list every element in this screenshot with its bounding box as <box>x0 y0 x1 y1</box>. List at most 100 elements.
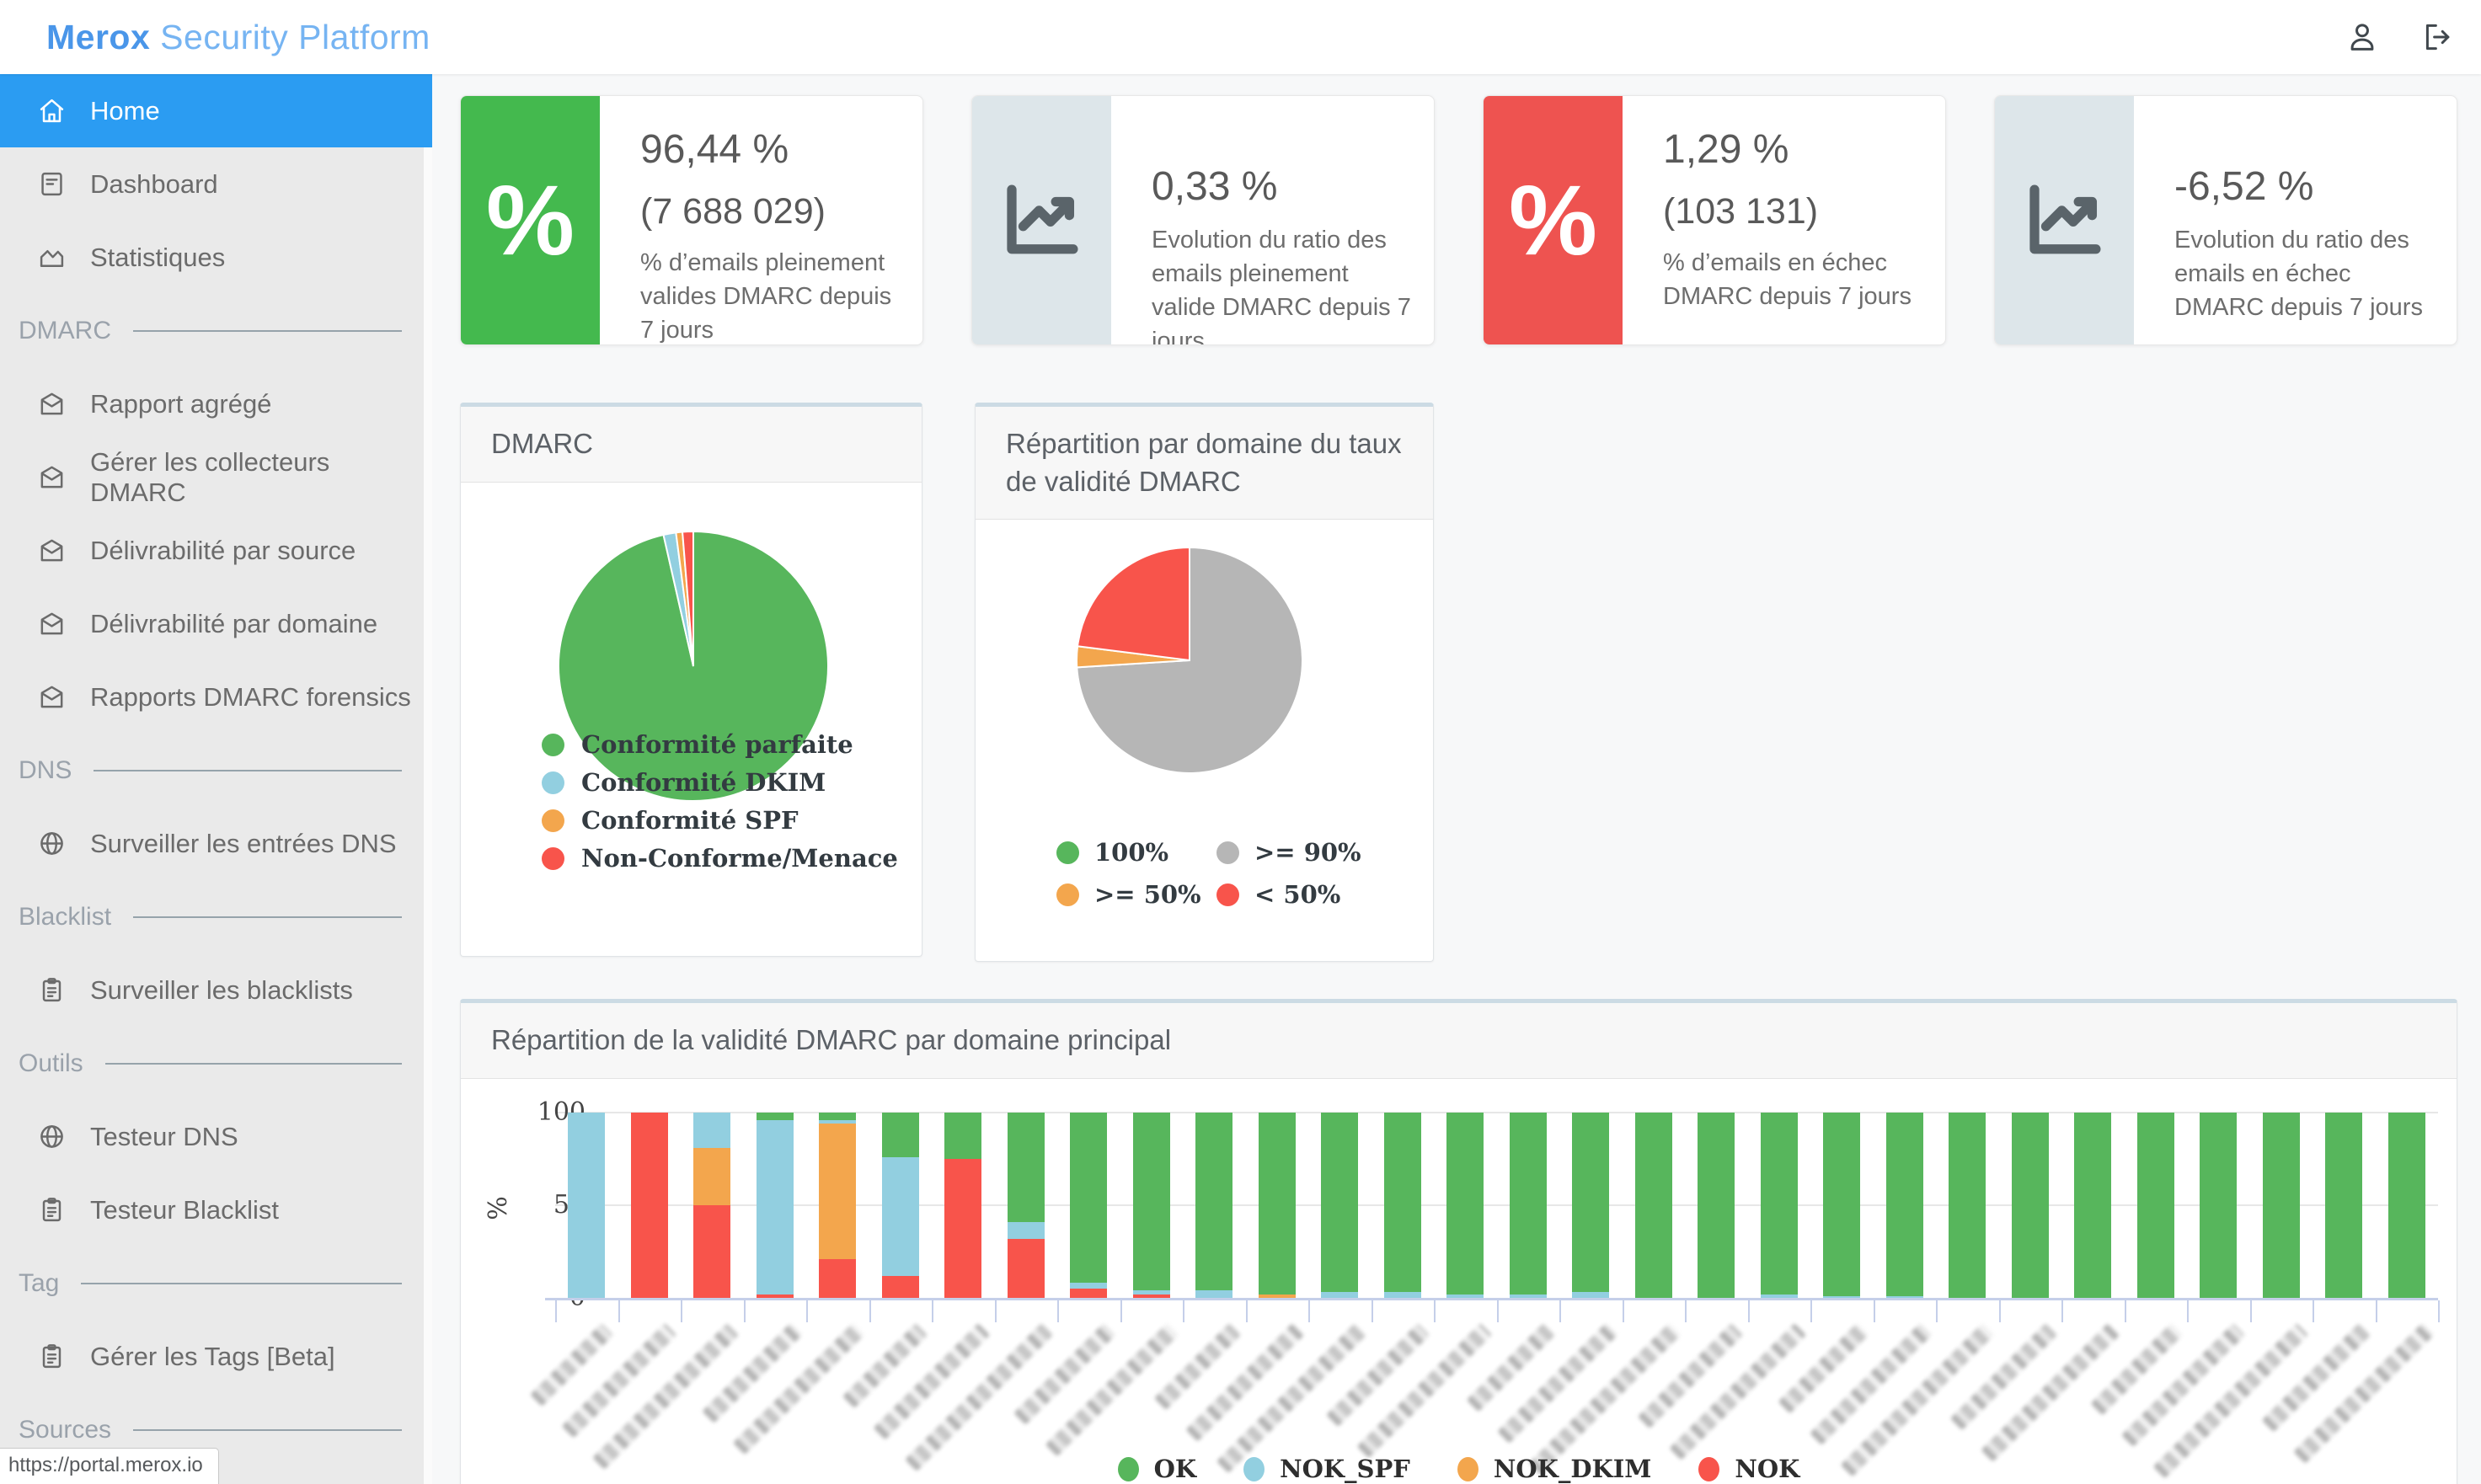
bar-segment-ok <box>1823 1113 1861 1296</box>
legend-item-conformite-dkim[interactable]: Conformité DKIM <box>542 768 898 797</box>
legend-item-non-conforme-menace[interactable]: Non-Conforme/Menace <box>542 844 898 873</box>
mail-icon <box>37 682 67 712</box>
legend-label: Conformité SPF <box>581 806 799 835</box>
bar-segment-nok-dkim <box>1258 1294 1296 1298</box>
axis-tick <box>806 1300 808 1322</box>
kpi-value: 96,44 % <box>640 127 789 172</box>
legend-item-50[interactable]: < 50% <box>1216 880 1361 909</box>
bar-segment-nok-spf <box>819 1119 857 1124</box>
bar-segment-nok-spf <box>1446 1294 1484 1298</box>
sidebar-item-rapports-dmarc-forensics[interactable]: Rapports DMARC forensics <box>0 660 432 734</box>
axis-tick <box>1685 1300 1687 1322</box>
axis-tick <box>555 1300 557 1322</box>
sidebar-item-testeur-dns[interactable]: Testeur DNS <box>0 1100 432 1173</box>
section-divider <box>133 329 402 332</box>
globe-icon <box>37 1122 67 1151</box>
kpi-row: % 96,44 % (7 688 029) % d’emails pleinement… <box>460 95 2457 345</box>
x-label-redacted <box>873 1323 991 1440</box>
legend-item-conformite-parfaite[interactable]: Conformité parfaite <box>542 730 898 759</box>
sidebar-section-sources: Sources <box>0 1393 432 1466</box>
sidebar: Home Dashboard Statistiques DMARC Rapport ag… <box>0 74 432 1484</box>
bar-segment-ok <box>2325 1113 2363 1298</box>
sidebar-item-surveiller-les-blacklists[interactable]: Surveiller les blacklists <box>0 953 432 1027</box>
bar-segment-nok-spf <box>881 1156 919 1276</box>
bar-segment-ok <box>1949 1113 1986 1298</box>
axis-tick <box>932 1300 933 1322</box>
kpi-icon-block <box>972 96 1111 344</box>
bar-segment-nok <box>1132 1294 1170 1298</box>
sidebar-item-label: Surveiller les blacklists <box>90 974 353 1005</box>
legend-item-ok[interactable]: OK <box>1117 1455 1196 1483</box>
bar-segment-ok <box>1383 1113 1421 1293</box>
sidebar-item-gerer-les-tags[interactable]: Gérer les Tags [Beta] <box>0 1320 432 1393</box>
kpi-icon-block: % <box>461 96 600 344</box>
axis-tick <box>2124 1300 2126 1322</box>
sidebar-item-label: Dashboard <box>90 168 218 199</box>
bar-segment-nok-spf <box>1070 1283 1108 1289</box>
legend-item-nok[interactable]: NOK <box>1698 1455 1799 1483</box>
legend-item-90[interactable]: >= 90% <box>1216 838 1361 867</box>
sidebar-item-statistiques[interactable]: Statistiques <box>0 221 432 294</box>
card-title-bar: Répartition de la validité DMARC par dom… <box>461 1003 2457 1079</box>
legend-item-50[interactable]: >= 50% <box>1056 880 1216 909</box>
legend-item-nok-dkim[interactable]: NOK_DKIM <box>1457 1455 1651 1483</box>
x-label-redacted <box>1045 1323 1179 1457</box>
kpi-icon-block: % <box>1484 96 1623 344</box>
user-icon[interactable] <box>2345 19 2380 55</box>
legend-item-conformite-spf[interactable]: Conformité SPF <box>542 806 898 835</box>
axis-tick <box>2249 1300 2252 1322</box>
sidebar-item-label: Surveiller les entrées DNS <box>90 828 397 858</box>
legend-dot <box>1243 1456 1265 1481</box>
bar-segment-ok <box>1132 1113 1170 1291</box>
kpi-count: (103 131) <box>1663 191 1819 232</box>
globe-icon <box>37 829 67 858</box>
gridline-50 <box>555 1204 2438 1206</box>
bar-segment-nok <box>819 1258 857 1298</box>
x-label-redacted <box>1669 1323 1806 1460</box>
sidebar-item-surveiller-les-entrees-dns[interactable]: Surveiller les entrées DNS <box>0 807 432 880</box>
axis-tick <box>1810 1300 1812 1322</box>
bar-segment-ok <box>1760 1113 1798 1294</box>
axis-tick <box>1308 1300 1310 1322</box>
legend-dot <box>1216 841 1239 864</box>
sidebar-section-tag: Tag <box>0 1246 432 1320</box>
axis-tick <box>2438 1300 2440 1322</box>
legend-label: Conformité DKIM <box>581 768 826 797</box>
legend-item-100[interactable]: 100% <box>1056 838 1216 867</box>
axis-tick <box>1559 1300 1561 1322</box>
logout-icon[interactable] <box>2420 19 2456 55</box>
bar-legend: OK NOK_SPF NOK_DKIM NOK <box>461 1455 2457 1483</box>
legend-dot <box>1457 1456 1478 1481</box>
brand-logo[interactable]: Merox Security Platform <box>46 18 430 57</box>
axis-tick <box>2313 1300 2314 1322</box>
bar-segment-ok <box>1258 1113 1296 1294</box>
pie-domaines-legend: 100% >= 90% >= 50% < 50% <box>1056 838 1361 909</box>
sidebar-item-delivrabilite-par-domaine[interactable]: Délivrabilité par domaine <box>0 587 432 660</box>
x-label-redacted <box>1809 1323 1932 1445</box>
section-divider <box>94 769 402 771</box>
sidebar-item-label: Rapport agrégé <box>90 388 272 419</box>
section-label: Sources <box>19 1415 112 1444</box>
x-label-redacted <box>1185 1323 1304 1442</box>
sidebar-section-dmarc: DMARC <box>0 294 432 367</box>
section-label: Blacklist <box>19 902 112 931</box>
kpi-count: (7 688 029) <box>640 191 826 232</box>
y-axis-label: % <box>483 1196 513 1220</box>
legend-label: Non-Conforme/Menace <box>581 844 898 873</box>
bar-segment-ok <box>1634 1113 1672 1298</box>
section-divider <box>104 1062 402 1065</box>
sidebar-item-testeur-blacklist[interactable]: Testeur Blacklist <box>0 1173 432 1246</box>
sidebar-section-dns: DNS <box>0 734 432 807</box>
gridline-100 <box>555 1112 2438 1113</box>
legend-item-nok-spf[interactable]: NOK_SPF <box>1243 1455 1410 1483</box>
sidebar-scrollbar[interactable] <box>424 74 432 1484</box>
sidebar-item-home[interactable]: Home <box>0 74 432 147</box>
sidebar-item-gerer-les-collecteurs-dmarc[interactable]: Gérer les collecteurs DMARC <box>0 440 432 514</box>
sidebar-item-dashboard[interactable]: Dashboard <box>0 147 432 221</box>
card-title-domaines: Répartition par domaine du taux de valid… <box>976 407 1433 520</box>
bar-segment-nok-spf <box>1007 1221 1045 1239</box>
sidebar-item-delivrabilite-par-source[interactable]: Délivrabilité par source <box>0 514 432 587</box>
sidebar-item-rapport-agrege[interactable]: Rapport agrégé <box>0 367 432 440</box>
pie-chart <box>558 530 830 802</box>
